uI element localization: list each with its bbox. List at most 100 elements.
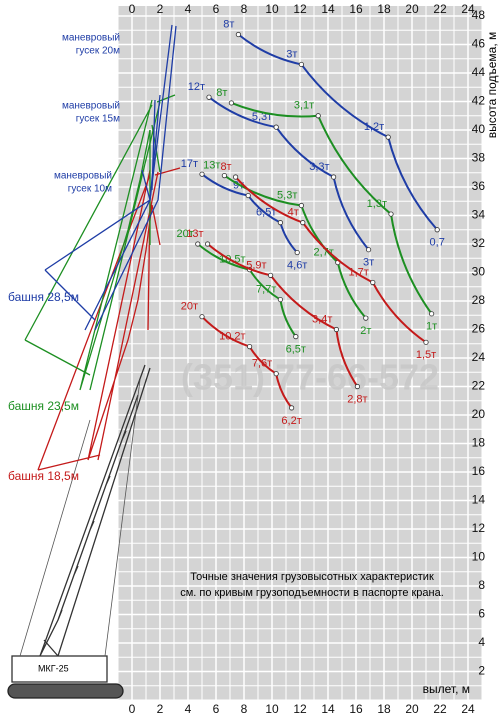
load-label: 20т bbox=[177, 228, 194, 240]
x-tick-label: 2 bbox=[157, 702, 164, 716]
tower-23 bbox=[24, 99, 161, 391]
load-label: 6,5т bbox=[286, 344, 306, 356]
y-tick-label: 42 bbox=[472, 94, 486, 108]
jib-label: гусек 15м bbox=[76, 114, 120, 125]
tower-label: башня 23,5м bbox=[8, 399, 79, 413]
curve-point bbox=[370, 279, 376, 286]
curve-point bbox=[206, 94, 212, 100]
y-tick-label: 16 bbox=[472, 464, 486, 478]
load-label: 4т bbox=[288, 207, 299, 219]
tower-label: башня 18,5м bbox=[8, 469, 79, 483]
y-tick-label: 32 bbox=[472, 236, 486, 250]
crane-tracks bbox=[7, 683, 124, 699]
load-label: 7,7т bbox=[256, 283, 276, 295]
curve-point bbox=[428, 311, 435, 317]
y-tick-label: 2 bbox=[478, 664, 485, 678]
note: Точные значения грузовысотных характерис… bbox=[190, 571, 434, 583]
curve-point bbox=[298, 202, 304, 209]
load-curve bbox=[206, 243, 359, 388]
curve-point bbox=[267, 272, 274, 278]
curve-point bbox=[294, 249, 300, 256]
x-tick-label: 12 bbox=[293, 2, 307, 16]
curve-point bbox=[385, 134, 391, 140]
y-tick-label: 44 bbox=[472, 65, 486, 79]
x-tick-label: 0 bbox=[129, 702, 136, 716]
x-tick-label: 24 bbox=[461, 2, 475, 16]
curve-point bbox=[277, 220, 283, 226]
load-curve bbox=[234, 176, 427, 344]
tower-18 bbox=[37, 169, 159, 471]
y-tick-label: 10 bbox=[472, 550, 486, 564]
curve-point bbox=[388, 211, 394, 217]
load-label: 4,6т bbox=[287, 259, 307, 271]
curve-point bbox=[273, 371, 279, 377]
curve-point bbox=[235, 31, 241, 38]
x-tick-label: 20 bbox=[405, 702, 419, 716]
y-tick-label: 38 bbox=[472, 151, 486, 165]
load-label: 3,1т bbox=[294, 100, 314, 112]
load-label: 1т bbox=[426, 321, 437, 333]
load-label: 3,3т bbox=[309, 161, 329, 173]
x-tick-label: 14 bbox=[321, 702, 335, 716]
x-tick-label: 16 bbox=[349, 2, 363, 16]
curve-point bbox=[221, 173, 227, 179]
load-label: 8т bbox=[223, 18, 234, 30]
load-curve bbox=[197, 243, 297, 338]
x-tick-label: 20 bbox=[405, 2, 419, 16]
x-tick-label: 0 bbox=[129, 2, 136, 16]
load-label: 17т bbox=[181, 158, 198, 170]
curve-point bbox=[434, 227, 440, 233]
note: см. по кривым грузоподъемности в паспорт… bbox=[180, 587, 444, 599]
curve-point bbox=[288, 405, 295, 411]
load-label: 1,2т bbox=[364, 121, 384, 133]
y-tick-label: 4 bbox=[478, 635, 485, 649]
load-curve bbox=[208, 96, 370, 251]
x-tick-label: 16 bbox=[349, 702, 363, 716]
crane bbox=[7, 24, 181, 699]
grid bbox=[117, 6, 483, 701]
load-label: 1,5т bbox=[416, 349, 436, 361]
curve-point bbox=[199, 314, 205, 320]
x-tick-label: 10 bbox=[265, 702, 279, 716]
load-label: 3,4т bbox=[312, 313, 332, 325]
load-label: 2т bbox=[360, 325, 371, 337]
load-label: 6,2т bbox=[281, 415, 301, 427]
load-curve bbox=[231, 101, 433, 315]
curve-point bbox=[423, 339, 429, 345]
x-tick-label: 18 bbox=[377, 702, 391, 716]
x-tick-label: 4 bbox=[185, 2, 192, 16]
rigging bbox=[19, 379, 141, 657]
x-tick-label: 18 bbox=[377, 2, 391, 16]
y-tick-label: 18 bbox=[472, 436, 486, 450]
y-tick-label: 36 bbox=[472, 179, 486, 193]
jibs-blue bbox=[141, 94, 161, 201]
curve-point bbox=[330, 174, 337, 180]
y-tick-label: 20 bbox=[472, 407, 486, 421]
crane-body bbox=[11, 655, 108, 683]
tower-label: башня 28,5м bbox=[8, 290, 79, 304]
x-tick-label: 4 bbox=[185, 702, 192, 716]
curve-point bbox=[315, 113, 321, 119]
load-label: 7,6т bbox=[252, 358, 272, 370]
main-boom bbox=[39, 364, 151, 657]
load-label: 8т bbox=[216, 87, 227, 99]
x-axis-label: вылет, м bbox=[423, 682, 470, 696]
x-tick-label: 10 bbox=[265, 2, 279, 16]
y-tick-label: 14 bbox=[472, 493, 486, 507]
x-tick-label: 22 bbox=[433, 2, 447, 16]
x-tick-label: 22 bbox=[433, 702, 447, 716]
curve-point bbox=[354, 383, 360, 390]
load-curve bbox=[223, 174, 367, 319]
load-label: 13т bbox=[186, 228, 203, 240]
watermark: (351) 77-66-572 bbox=[181, 357, 439, 398]
jib-label: гусек 20м bbox=[76, 46, 120, 57]
load-label: 20т bbox=[181, 301, 198, 313]
curve-point bbox=[298, 61, 304, 68]
x-tick-label: 12 bbox=[293, 702, 307, 716]
x-tick-label: 8 bbox=[241, 2, 248, 16]
jib-label: маневровый bbox=[62, 33, 120, 44]
load-label: 0,7 bbox=[430, 237, 445, 249]
curve-point bbox=[205, 241, 211, 247]
y-tick-label: 26 bbox=[472, 322, 486, 336]
